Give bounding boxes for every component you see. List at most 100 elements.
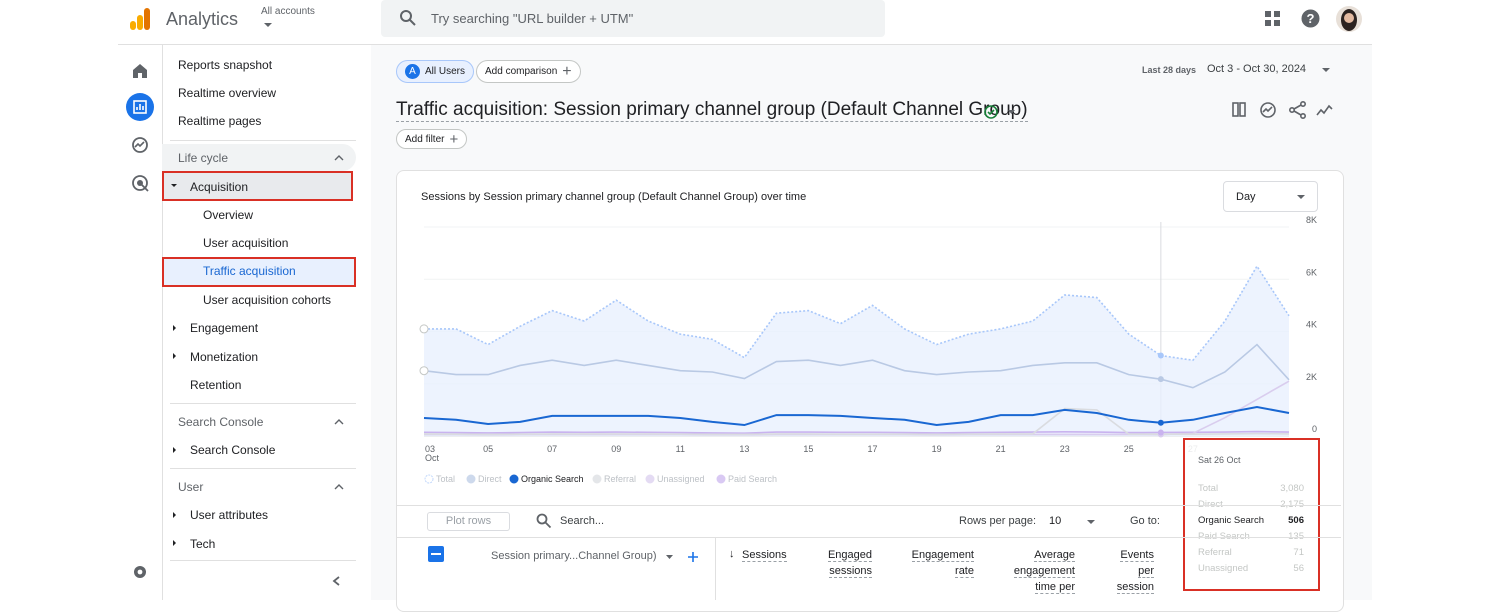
sort-indicator: ↓ [729, 548, 735, 560]
x-tick-label: 23 [1060, 444, 1070, 454]
nav-item[interactable]: User attributes [190, 508, 269, 522]
title-status[interactable] [982, 101, 1026, 123]
product-name: Analytics [166, 9, 239, 29]
date-caret[interactable] [1321, 66, 1331, 74]
nav-section[interactable]: User [178, 480, 204, 494]
plot-rows-button[interactable]: Plot rows [427, 512, 510, 531]
y-tick-label: 2K [1306, 372, 1317, 382]
tooltip-series: Unassigned [1198, 563, 1249, 574]
help-icon[interactable]: ? [1301, 9, 1320, 28]
nav-item[interactable]: Overview [203, 208, 254, 222]
legend-label: Direct [478, 474, 502, 484]
nav-item[interactable]: Realtime pages [178, 114, 262, 128]
legend-marker [592, 474, 602, 484]
select-all-checkbox[interactable] [428, 546, 444, 562]
x-tick-label: 13 [739, 444, 749, 454]
series-line [424, 264, 1290, 362]
divider [170, 403, 356, 404]
nav-item[interactable]: Retention [190, 378, 242, 392]
highlight-box [162, 257, 356, 287]
column-header[interactable]: Sessions [742, 549, 787, 562]
tooltip-series: Total [1198, 483, 1219, 494]
column-header[interactable]: Events per session [1116, 549, 1154, 594]
hover-point [1157, 429, 1164, 436]
x-tick-label: 17 [868, 444, 878, 454]
granularity-value[interactable]: Day [1236, 191, 1256, 203]
y-tick-label: 4K [1306, 320, 1317, 330]
rail-icons [126, 64, 154, 578]
nav-item[interactable]: Engagement [190, 321, 259, 335]
segment-label: All Users [425, 66, 466, 77]
segment-chip[interactable]: A All Users [396, 60, 475, 83]
search-bar[interactable] [381, 0, 885, 37]
divider [170, 468, 356, 469]
column-header[interactable]: Engagement rate [911, 549, 974, 578]
series-line [423, 407, 1290, 436]
table-search[interactable]: Search... [560, 515, 605, 527]
nav-item[interactable]: Traffic acquisition [203, 264, 296, 278]
nav-section[interactable]: Life cycle [178, 151, 229, 165]
nav-item[interactable]: Tech [190, 537, 216, 551]
add-filter-label: Add filter [405, 133, 445, 145]
nav-item[interactable]: User acquisition cohorts [203, 293, 332, 307]
tooltip-value: 135 [1288, 531, 1304, 542]
granularity-select[interactable] [1223, 181, 1318, 212]
svg-text:?: ? [1307, 11, 1315, 26]
account-picker[interactable]: All accounts [261, 6, 315, 17]
nav-item[interactable]: Reports snapshot [178, 58, 273, 72]
apps-icon[interactable] [1264, 10, 1282, 28]
dimension-header[interactable]: Session primary...Channel Group) [491, 550, 657, 562]
chart-title: Sessions by Session primary channel grou… [421, 191, 807, 203]
tooltip: Sat 26 Oct Total 3,080 Direct 2,175 Organic … [1183, 438, 1320, 591]
logo [130, 8, 150, 30]
legend-marker [466, 474, 476, 484]
add-comparison-label: Add comparison [485, 66, 558, 77]
table-search-icon [536, 513, 552, 529]
start-point [419, 324, 429, 334]
y-tick-label: 0 [1312, 424, 1317, 434]
dimension-controls[interactable] [664, 550, 704, 564]
nav-item[interactable]: Acquisition [190, 180, 249, 194]
tooltip-series: Referral [1198, 547, 1232, 558]
avatar[interactable] [1336, 6, 1362, 32]
rows-caret[interactable] [1086, 518, 1096, 526]
tooltip-title: Sat 26 Oct [1198, 455, 1241, 465]
tooltip-value: 506 [1288, 515, 1304, 526]
column-header[interactable]: Average engagement time per [1013, 549, 1075, 594]
rows-per-page[interactable]: 10 [1049, 515, 1062, 527]
legend-marker [509, 474, 519, 484]
column-header[interactable]: Engaged sessions [827, 549, 872, 578]
legend-label: Organic Search [521, 474, 584, 484]
hover-point [1157, 352, 1164, 359]
search-placeholder[interactable]: Try searching "URL builder + UTM" [431, 11, 634, 26]
date-range[interactable]: Oct 3 - Oct 30, 2024 [1207, 63, 1307, 75]
search-icon [400, 10, 416, 26]
top-bar [118, 0, 1372, 45]
hover-point [1157, 376, 1164, 383]
x-tick-label: 09 [611, 444, 621, 454]
nav-section[interactable]: Search Console [178, 415, 264, 429]
divider [170, 140, 356, 141]
nav-item[interactable]: User acquisition [203, 236, 289, 250]
x-month-label: Oct [425, 453, 440, 463]
nav-item[interactable]: Monetization [190, 350, 259, 364]
account-caret[interactable] [263, 21, 273, 29]
series-line [423, 430, 1290, 434]
start-point [419, 366, 429, 376]
tooltip-series: Paid Search [1198, 531, 1250, 542]
x-tick-label: 07 [547, 444, 557, 454]
tooltip-series: Organic Search [1198, 515, 1265, 526]
add-filter[interactable]: Add filter + [396, 129, 468, 149]
legend-marker [424, 474, 434, 484]
nav-item[interactable]: Search Console [190, 443, 276, 457]
nav-item[interactable]: Realtime overview [178, 86, 277, 100]
report-actions[interactable] [1228, 98, 1338, 122]
rows-per-page-label: Rows per page: [959, 515, 1037, 527]
y-tick-label: 6K [1306, 267, 1317, 277]
tooltip-value: 56 [1293, 563, 1304, 574]
granularity-caret[interactable] [1296, 193, 1306, 201]
divider [715, 538, 716, 600]
divider [170, 560, 356, 561]
add-comparison[interactable]: Add comparison + [476, 60, 581, 83]
